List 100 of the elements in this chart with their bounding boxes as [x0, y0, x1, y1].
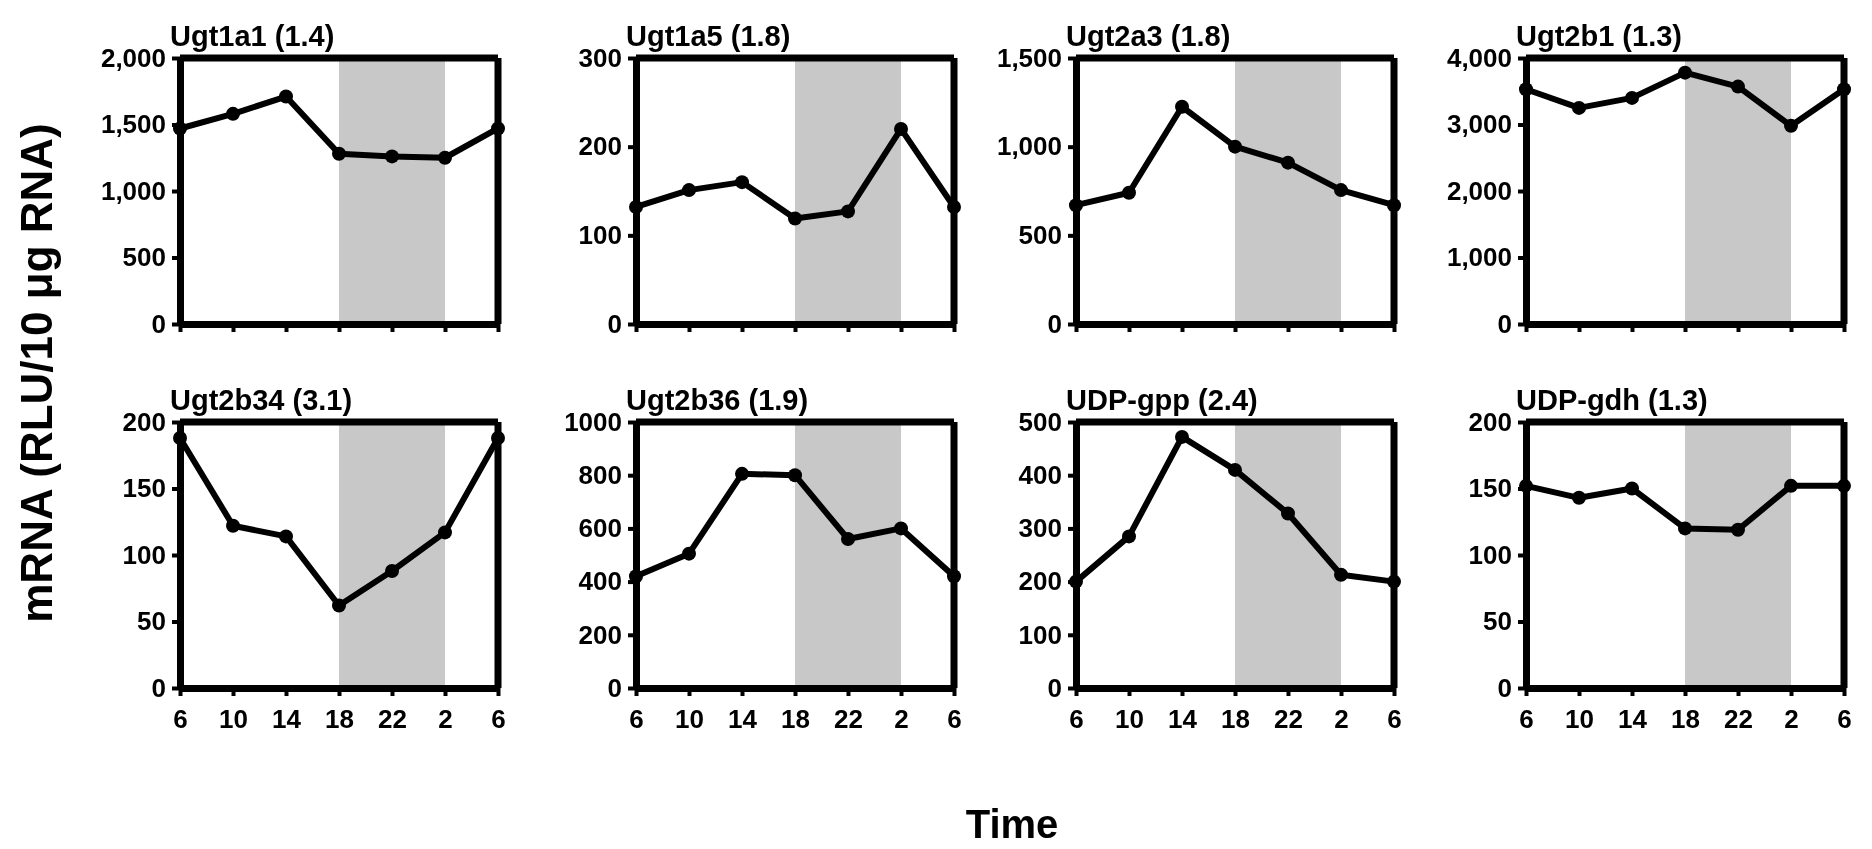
point: [1837, 82, 1851, 97]
y-tick-label: 4,000: [1446, 42, 1512, 73]
y-tick-label: 300: [578, 42, 622, 73]
y-tick-label: 1,500: [100, 109, 166, 140]
point: [629, 569, 643, 584]
point: [1069, 574, 1083, 589]
point: [332, 598, 346, 613]
point: [173, 430, 187, 445]
point: [1122, 185, 1136, 200]
point: [1625, 481, 1639, 496]
y-tick-label: 200: [578, 619, 622, 650]
x-tick-label: 2: [894, 704, 909, 735]
point: [1175, 99, 1189, 114]
y-tick-label: 300: [1018, 513, 1062, 544]
x-tick-label: 18: [1671, 704, 1700, 735]
x-tick-label: 22: [834, 704, 863, 735]
y-tick-label: 3,000: [1446, 109, 1512, 140]
point: [894, 521, 908, 536]
chart-title: UDP-gpp (2.4): [1066, 384, 1258, 416]
y-tick-label: 600: [578, 513, 622, 544]
y-tick-label: 100: [578, 220, 622, 251]
x-tick-label: 14: [728, 704, 758, 735]
y-tick-label: 400: [1018, 460, 1062, 491]
x-tick-label: 14: [1618, 704, 1648, 735]
point: [1572, 490, 1586, 505]
y-tick-label: 1000: [564, 406, 622, 437]
x-tick-label: 6: [491, 704, 506, 735]
y-tick-label: 800: [578, 460, 622, 491]
point: [629, 199, 643, 214]
point: [735, 175, 749, 190]
y-tick-label: 0: [151, 308, 166, 339]
y-tick-label: 100: [1018, 619, 1062, 650]
point: [491, 430, 505, 445]
x-tick-label: 2: [438, 704, 453, 735]
point: [735, 466, 749, 481]
point: [1519, 478, 1533, 493]
point: [279, 529, 293, 544]
x-tick-label: 22: [378, 704, 407, 735]
y-tick-label: 1,000: [996, 131, 1062, 162]
point: [1837, 478, 1851, 493]
x-tick-label: 6: [1519, 704, 1534, 735]
y-tick-label: 50: [137, 606, 166, 637]
y-tick-label: 150: [122, 473, 166, 504]
point: [841, 532, 855, 547]
x-axis-title: Time: [965, 802, 1059, 846]
point: [1784, 478, 1798, 493]
y-tick-label: 0: [1497, 672, 1512, 703]
x-tick-label: 18: [1221, 704, 1250, 735]
x-tick-label: 18: [781, 704, 810, 735]
x-tick-label: 6: [1387, 704, 1402, 735]
point: [1731, 79, 1745, 94]
point: [1519, 82, 1533, 97]
y-tick-label: 0: [1047, 308, 1062, 339]
point: [841, 204, 855, 219]
chart-title: Ugt2a3 (1.8): [1066, 20, 1231, 52]
point: [1281, 155, 1295, 170]
point: [788, 211, 802, 226]
y-tick-label: 150: [1468, 473, 1512, 504]
y-tick-label: 500: [1018, 406, 1062, 437]
point: [947, 569, 961, 584]
point: [1228, 139, 1242, 154]
point: [1387, 574, 1401, 589]
x-tick-label: 18: [325, 704, 354, 735]
chart-title: Ugt2b36 (1.9): [626, 384, 809, 416]
x-tick-label: 22: [1274, 704, 1303, 735]
x-tick-label: 2: [1784, 704, 1799, 735]
point: [1334, 183, 1348, 198]
y-tick-label: 200: [578, 131, 622, 162]
point: [438, 150, 452, 165]
x-tick-label: 6: [1069, 704, 1084, 735]
y-tick-label: 200: [1018, 566, 1062, 597]
point: [1572, 100, 1586, 115]
point: [279, 89, 293, 104]
chart-title: Ugt1a1 (1.4): [170, 20, 335, 52]
y-tick-label: 2,000: [100, 42, 166, 73]
point: [226, 518, 240, 533]
y-tick-label: 1,500: [996, 42, 1062, 73]
point: [894, 121, 908, 136]
y-tick-label: 100: [1468, 539, 1512, 570]
x-tick-label: 6: [1837, 704, 1852, 735]
y-axis-title: mRNA (RLU/10 μg RNA): [12, 123, 61, 623]
point: [1625, 90, 1639, 105]
point: [682, 546, 696, 561]
y-tick-label: 200: [122, 406, 166, 437]
point: [1175, 429, 1189, 444]
point: [1334, 567, 1348, 582]
y-tick-label: 0: [607, 672, 622, 703]
x-tick-label: 14: [272, 704, 302, 735]
point: [385, 563, 399, 578]
x-tick-label: 10: [675, 704, 704, 735]
x-tick-label: 22: [1724, 704, 1753, 735]
point: [788, 468, 802, 483]
point: [1731, 522, 1745, 537]
point: [1678, 65, 1692, 80]
y-tick-label: 0: [151, 672, 166, 703]
point: [1228, 462, 1242, 477]
y-tick-label: 100: [122, 539, 166, 570]
y-tick-label: 0: [1497, 308, 1512, 339]
y-tick-label: 0: [607, 308, 622, 339]
y-tick-label: 200: [1468, 406, 1512, 437]
